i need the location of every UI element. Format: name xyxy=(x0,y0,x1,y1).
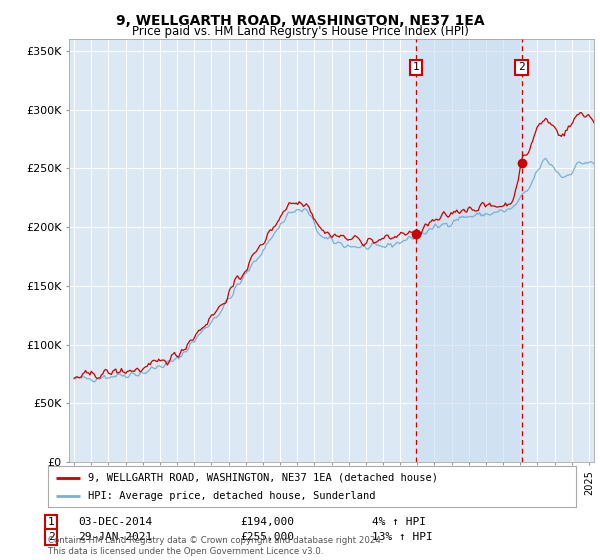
Text: 03-DEC-2014: 03-DEC-2014 xyxy=(78,517,152,528)
Text: 9, WELLGARTH ROAD, WASHINGTON, NE37 1EA (detached house): 9, WELLGARTH ROAD, WASHINGTON, NE37 1EA … xyxy=(88,473,437,483)
Text: 1: 1 xyxy=(47,517,55,528)
Text: 4% ↑ HPI: 4% ↑ HPI xyxy=(372,517,426,528)
Text: 29-JAN-2021: 29-JAN-2021 xyxy=(78,532,152,542)
Text: HPI: Average price, detached house, Sunderland: HPI: Average price, detached house, Sund… xyxy=(88,491,375,501)
Text: 1: 1 xyxy=(413,62,419,72)
Text: £194,000: £194,000 xyxy=(240,517,294,528)
Text: 2: 2 xyxy=(47,532,55,542)
Text: 2: 2 xyxy=(518,62,525,72)
Text: Price paid vs. HM Land Registry's House Price Index (HPI): Price paid vs. HM Land Registry's House … xyxy=(131,25,469,38)
Text: 13% ↑ HPI: 13% ↑ HPI xyxy=(372,532,433,542)
Text: £255,000: £255,000 xyxy=(240,532,294,542)
Text: Contains HM Land Registry data © Crown copyright and database right 2024.
This d: Contains HM Land Registry data © Crown c… xyxy=(48,536,383,556)
Text: 9, WELLGARTH ROAD, WASHINGTON, NE37 1EA: 9, WELLGARTH ROAD, WASHINGTON, NE37 1EA xyxy=(116,14,484,28)
Bar xyxy=(416,39,521,462)
